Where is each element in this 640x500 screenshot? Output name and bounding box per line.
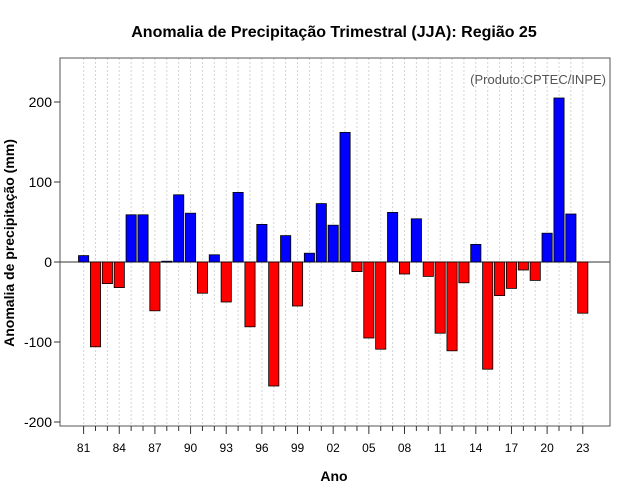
- y-axis-label: Anomalia de precipitação (mm): [1, 139, 17, 347]
- bar-2006: [375, 261, 387, 350]
- x-axis-label: Ano: [320, 468, 347, 484]
- x-tick-label: 84: [113, 441, 127, 455]
- y-tick-label: -200: [24, 414, 52, 430]
- bar-2011: [434, 261, 446, 334]
- bar-1997: [268, 261, 280, 387]
- bar-2005: [363, 261, 375, 339]
- bar-1982: [89, 261, 101, 348]
- x-tick-label: 02: [327, 441, 341, 455]
- bar-1993: [220, 261, 232, 303]
- bar-2015: [482, 261, 494, 370]
- bar-1987: [149, 261, 161, 312]
- bar-1992: [208, 254, 220, 263]
- bar-2001: [315, 203, 327, 263]
- x-axis: 81 84 87 90 93 96 99 02 05 08 11 14 17 20 23: [77, 426, 590, 455]
- bar-1991: [196, 261, 208, 294]
- bar-1990: [185, 212, 197, 263]
- bar-1985: [125, 214, 137, 263]
- credit-annotation: (Produto:CPTEC/INPE): [470, 72, 606, 87]
- bar-1999: [292, 261, 304, 307]
- bar-2013: [458, 261, 470, 284]
- x-tick-label: 90: [184, 441, 198, 455]
- x-tick-label: 14: [469, 441, 483, 455]
- bar-1995: [244, 261, 256, 328]
- bar-2023: [577, 261, 589, 314]
- plot-frame: [59, 57, 611, 427]
- x-tick-label: 87: [148, 441, 162, 455]
- bar-1984: [113, 261, 125, 289]
- x-tick-label: 99: [291, 441, 305, 455]
- bar-2016: [494, 261, 506, 296]
- bar-2021: [553, 97, 565, 263]
- bar-2010: [422, 261, 434, 277]
- x-tick-label: 05: [362, 441, 376, 455]
- bar-2007: [387, 211, 399, 263]
- bar-2017: [505, 261, 517, 289]
- bar-1981: [78, 255, 90, 263]
- bar-2002: [327, 224, 339, 263]
- x-tick-label: 23: [576, 441, 590, 455]
- y-axis: -200 -100 0 100 200: [24, 94, 60, 430]
- bar-2019: [529, 261, 541, 281]
- y-tick-label: 100: [29, 174, 53, 190]
- x-tick-label: 81: [77, 441, 91, 455]
- bars: [78, 97, 589, 387]
- bar-2022: [565, 213, 577, 263]
- bar-2004: [351, 261, 363, 273]
- bar-1989: [173, 194, 185, 263]
- bar-2000: [303, 252, 315, 263]
- x-tick-label: 96: [255, 441, 269, 455]
- bar-2018: [517, 261, 529, 271]
- x-tick-label: 93: [220, 441, 234, 455]
- bar-2008: [398, 261, 410, 275]
- bar-2020: [541, 232, 553, 263]
- y-tick-label: 200: [29, 94, 53, 110]
- bar-1986: [137, 214, 149, 263]
- bar-1988: [161, 260, 173, 263]
- x-tick-label: 20: [540, 441, 554, 455]
- y-tick-label: -100: [24, 334, 52, 350]
- x-tick-label: 17: [505, 441, 519, 455]
- x-tick-label: 11: [434, 441, 447, 455]
- bar-1994: [232, 191, 244, 263]
- bar-1996: [256, 223, 268, 263]
- chart-title: Anomalia de Precipitação Trimestral (JJA…: [131, 24, 537, 41]
- y-tick-label: 0: [44, 254, 52, 270]
- bar-1998: [280, 235, 292, 263]
- bar-1983: [101, 261, 113, 285]
- x-tick-label: 08: [398, 441, 412, 455]
- bar-2014: [470, 243, 482, 263]
- bar-2003: [339, 131, 351, 263]
- bar-2009: [410, 218, 422, 263]
- bar-2012: [446, 261, 458, 352]
